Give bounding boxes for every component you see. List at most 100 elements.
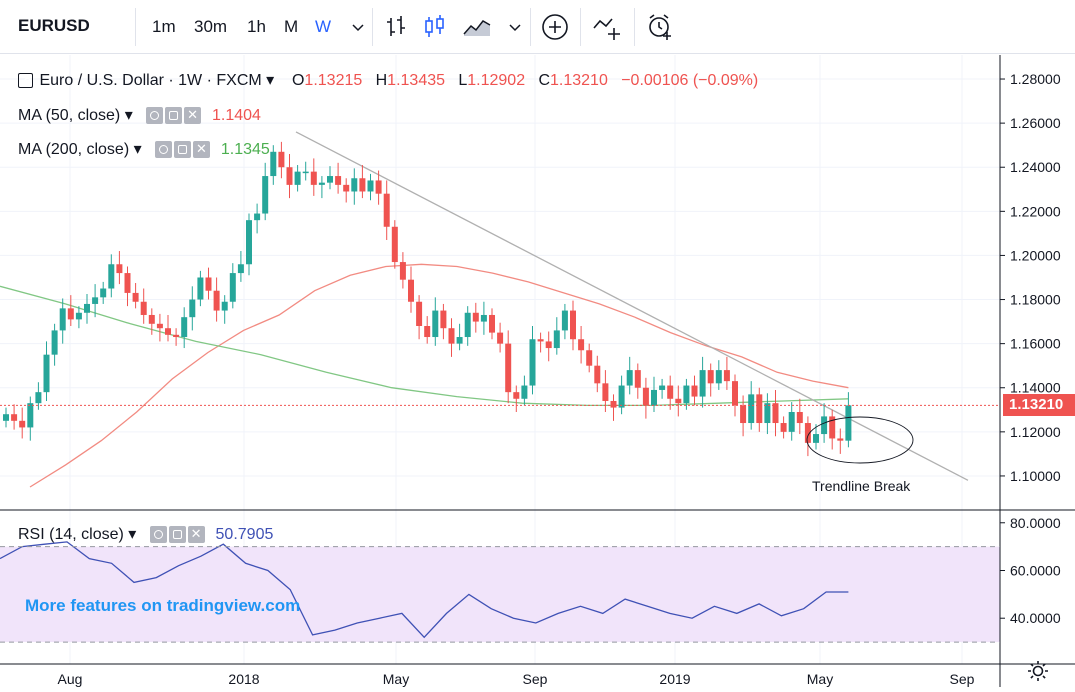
- close-icon[interactable]: [184, 107, 202, 125]
- ma200-label[interactable]: MA (200, close): [18, 141, 130, 158]
- bars-icon[interactable]: [382, 12, 412, 42]
- candle-body: [424, 326, 431, 338]
- candle-body: [278, 151, 285, 168]
- gear-icon[interactable]: [165, 107, 183, 125]
- chevron-down-icon[interactable]: ▾: [128, 526, 137, 543]
- candle-body: [829, 416, 836, 439]
- ma50-legend: MA (50, close) ▾ 1.1404: [18, 105, 261, 125]
- gear-icon[interactable]: [1026, 659, 1050, 683]
- candle-body: [43, 354, 50, 393]
- candle-body: [92, 297, 99, 304]
- gear-icon[interactable]: [168, 526, 186, 544]
- compare-icon[interactable]: [592, 12, 622, 42]
- close-icon[interactable]: [187, 526, 205, 544]
- candle-body: [845, 405, 852, 441]
- eye-icon[interactable]: [146, 107, 164, 125]
- candlestick-chart[interactable]: 1.28000 1.26000 1.24000 1.22000 1.20000 1.180…: [0, 55, 1075, 687]
- candle-body: [440, 310, 447, 329]
- candle-body: [132, 292, 139, 302]
- candle-body: [156, 323, 163, 329]
- symbol-search[interactable]: EURUSD: [18, 16, 90, 35]
- time-axis-label: 2018: [228, 671, 259, 687]
- change-value: −0.00106 (−0.09%): [621, 72, 759, 89]
- collapse-icon[interactable]: [18, 73, 33, 89]
- ma200-legend: MA (200, close) ▾ 1.1345: [18, 139, 270, 159]
- candle-body: [464, 312, 471, 338]
- open-label: O: [291, 72, 305, 89]
- gear-icon[interactable]: [173, 141, 191, 159]
- interval-1h[interactable]: 1h: [247, 17, 266, 36]
- chart-area[interactable]: 1.28000 1.26000 1.24000 1.22000 1.20000 1.180…: [0, 55, 1075, 687]
- candle-body: [804, 423, 811, 443]
- candle-body: [189, 299, 196, 318]
- interval-30m[interactable]: 30m: [194, 17, 228, 36]
- rsi-label[interactable]: RSI (14, close): [18, 526, 124, 543]
- area-icon[interactable]: [462, 12, 492, 42]
- low-value: 1.12902: [467, 72, 526, 89]
- candle-body: [205, 277, 212, 291]
- interval-month[interactable]: M: [284, 17, 299, 36]
- chevron-down-icon[interactable]: ▾: [124, 107, 133, 124]
- candle-body: [229, 273, 236, 302]
- toolbar-divider: [135, 8, 136, 46]
- price-tick-label: 1.24000: [1010, 159, 1061, 175]
- rsi-line: [0, 541, 849, 639]
- ma50-value: 1.1404: [211, 107, 261, 124]
- candle-body: [740, 405, 747, 424]
- candle-body: [148, 314, 155, 324]
- time-axis-label: 2019: [659, 671, 690, 687]
- eye-icon[interactable]: [149, 526, 167, 544]
- candle-body: [221, 301, 228, 311]
- candle-body: [659, 385, 666, 390]
- candle-body: [472, 312, 479, 322]
- candle-body: [19, 420, 26, 428]
- candle-body: [748, 394, 755, 424]
- trendline: [295, 131, 969, 481]
- alarm-icon[interactable]: [645, 12, 675, 42]
- price-tick-label: 1.14000: [1010, 380, 1061, 396]
- close-label: C: [538, 72, 551, 89]
- rsi-tick-label: 60.0000: [1010, 562, 1061, 578]
- series-title: Euro / U.S. Dollar · 1W · FXCM: [39, 72, 262, 89]
- candle-body: [489, 314, 495, 333]
- price-tick-label: 1.26000: [1010, 115, 1061, 131]
- plus-circle-icon[interactable]: [540, 12, 570, 42]
- time-axis-label: Aug: [58, 671, 83, 687]
- ma50-label[interactable]: MA (50, close): [18, 107, 121, 124]
- candle-body: [699, 370, 706, 397]
- candle-body: [318, 182, 325, 185]
- main-legend: Euro / U.S. Dollar · 1W · FXCM ▾ O1.1321…: [18, 70, 758, 90]
- chevron-down-icon[interactable]: ▾: [266, 72, 275, 89]
- candle-body: [375, 180, 382, 194]
- candle-body: [691, 385, 698, 397]
- candle-body: [335, 176, 342, 185]
- current-price-tag: 1.13210: [1003, 394, 1075, 417]
- candle-body: [561, 310, 568, 331]
- candle-body: [432, 310, 439, 338]
- top-toolbar: EURUSD 1m 30m 1h M W: [0, 0, 1075, 54]
- chevron-down-icon[interactable]: [500, 12, 530, 42]
- candle-body: [578, 339, 585, 351]
- watermark-link[interactable]: More features on tradingview.com: [25, 596, 301, 615]
- toolbar-divider: [634, 8, 635, 46]
- interval-1m[interactable]: 1m: [152, 17, 176, 36]
- toolbar-divider: [530, 8, 531, 46]
- close-icon[interactable]: [192, 141, 210, 159]
- candle-body: [108, 264, 115, 289]
- candle-body: [683, 385, 690, 404]
- chevron-down-icon[interactable]: [343, 12, 373, 42]
- candle-body: [626, 370, 633, 386]
- toolbar-divider: [580, 8, 581, 46]
- candle-body: [383, 193, 390, 227]
- ma200-line: [0, 285, 849, 407]
- interval-week[interactable]: W: [315, 17, 332, 36]
- candles-icon[interactable]: [420, 12, 450, 42]
- eye-icon[interactable]: [154, 141, 172, 159]
- price-tick-label: 1.28000: [1010, 71, 1061, 87]
- candle-body: [505, 343, 512, 393]
- candle-body: [570, 310, 576, 340]
- chevron-down-icon[interactable]: ▾: [133, 141, 142, 158]
- candle-body: [27, 403, 34, 428]
- candle-body: [302, 171, 309, 174]
- candle-body: [67, 308, 74, 320]
